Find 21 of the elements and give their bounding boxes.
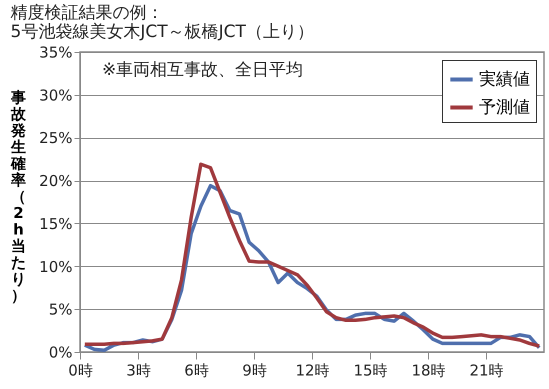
x-tick-label: 3時 [126,362,151,380]
legend-label: 実績値 [479,70,530,90]
y-tick-label: 10% [39,258,72,276]
legend-label: 予測値 [479,98,530,118]
y-tick-label: 30% [39,86,72,104]
x-tick-label: 9時 [242,362,267,380]
y-tick-label: 0% [48,344,72,362]
y-tick-label: 20% [39,172,72,190]
chart-title: 精度検証結果の例： 5号池袋線美女木JCT～板橋JCT（上り） [10,3,314,42]
x-tick-label: 12時 [295,362,330,380]
y-tick-label: 35% [39,44,72,62]
y-tick-label: 25% [39,129,72,148]
text: 事故発生確率（2h当たり） [11,88,26,304]
y-tick-label: 15% [39,214,72,233]
x-tick-label: 15時 [353,362,388,380]
y-tick-label: 5% [48,300,72,319]
x-tick-label: 6時 [184,362,209,380]
x-tick-label: 0時 [68,362,93,380]
x-tick-label: 21時 [469,362,504,380]
annotation: ※車両相互事故、全日平均 [102,60,304,80]
x-tick-label: 18時 [411,362,446,380]
